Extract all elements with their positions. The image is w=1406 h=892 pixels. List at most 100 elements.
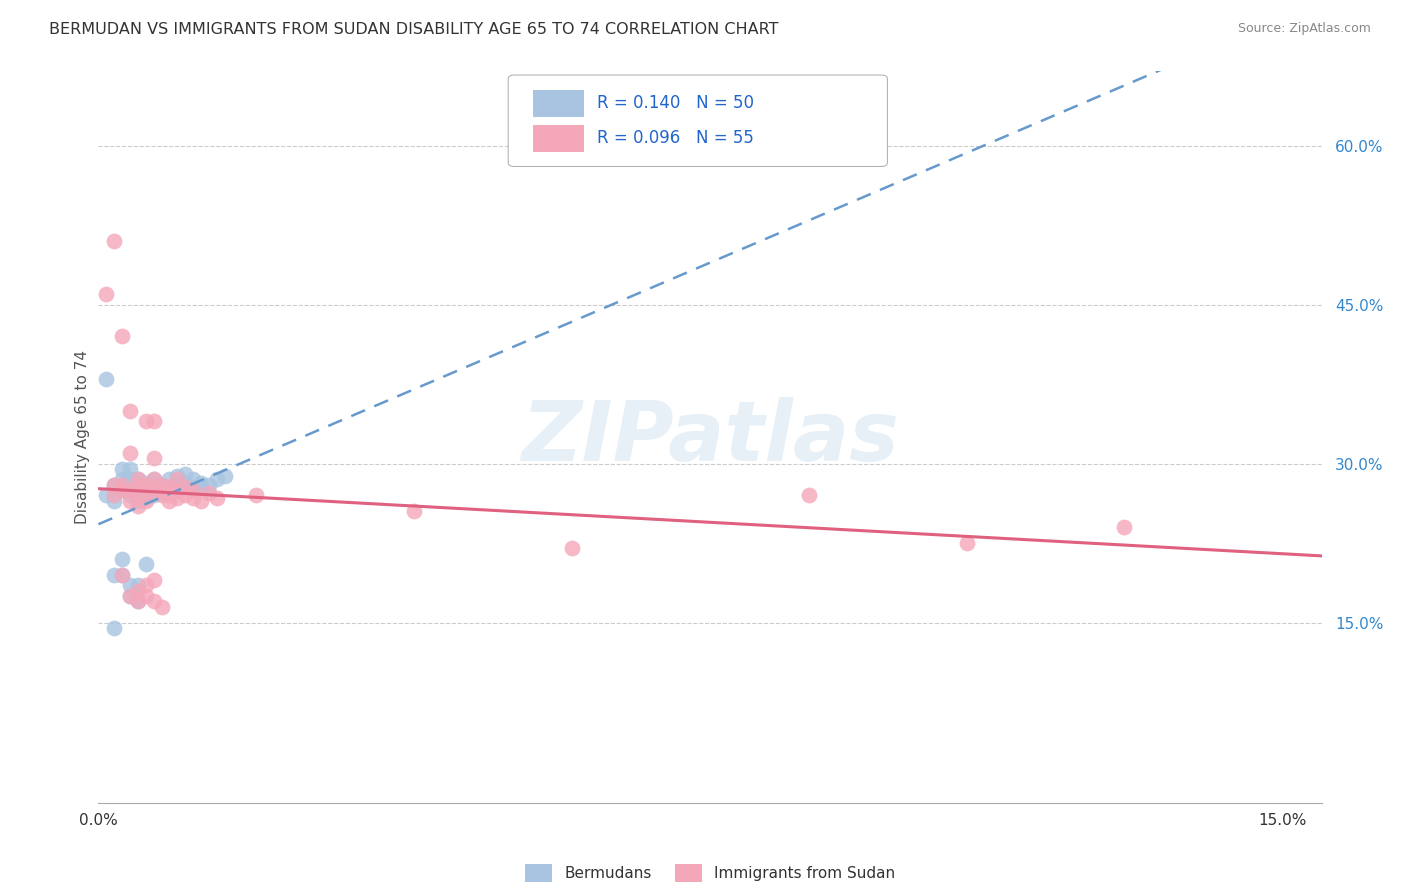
Point	[181, 480, 204, 494]
Point	[174, 488, 197, 502]
Point	[150, 483, 173, 497]
Point	[181, 473, 204, 487]
Point	[159, 483, 181, 497]
Point	[111, 329, 134, 343]
Point	[150, 483, 173, 497]
Point	[159, 473, 181, 487]
Point	[166, 469, 188, 483]
Point	[118, 488, 141, 502]
Point	[150, 480, 173, 494]
Point	[190, 480, 212, 494]
Point	[142, 477, 165, 491]
Point	[1114, 520, 1136, 534]
Point	[96, 372, 118, 386]
Text: Source: ZipAtlas.com: Source: ZipAtlas.com	[1237, 22, 1371, 36]
Point	[181, 491, 204, 505]
Point	[127, 483, 149, 497]
Point	[190, 493, 212, 508]
Point	[166, 483, 188, 497]
Point	[127, 493, 149, 508]
Point	[142, 488, 165, 502]
Point	[103, 477, 125, 491]
Point	[159, 493, 181, 508]
Point	[198, 477, 221, 491]
Point	[135, 578, 157, 592]
Point	[103, 477, 125, 491]
Point	[142, 483, 165, 497]
Point	[118, 462, 141, 476]
Point	[174, 475, 197, 490]
Text: R = 0.096   N = 55: R = 0.096 N = 55	[598, 129, 755, 147]
Point	[96, 488, 118, 502]
Point	[111, 483, 134, 497]
Point	[135, 491, 157, 505]
Point	[135, 475, 157, 490]
Point	[103, 493, 125, 508]
Point	[135, 480, 157, 494]
Point	[205, 473, 228, 487]
Point	[166, 477, 188, 491]
Point	[127, 477, 149, 491]
Point	[103, 234, 125, 248]
Point	[111, 473, 134, 487]
Point	[159, 480, 181, 494]
Point	[127, 473, 149, 487]
Bar	[533, 90, 583, 117]
Point	[797, 488, 820, 502]
Text: BERMUDAN VS IMMIGRANTS FROM SUDAN DISABILITY AGE 65 TO 74 CORRELATION CHART: BERMUDAN VS IMMIGRANTS FROM SUDAN DISABI…	[49, 22, 779, 37]
Point	[142, 473, 165, 487]
Point	[135, 589, 157, 603]
Point	[135, 488, 157, 502]
Point	[127, 477, 149, 491]
Point	[245, 488, 267, 502]
Point	[127, 578, 149, 592]
Point	[214, 469, 236, 483]
Point	[955, 536, 977, 550]
Point	[111, 567, 134, 582]
Bar	[533, 126, 583, 152]
Point	[135, 477, 157, 491]
Point	[127, 594, 149, 608]
Point	[135, 483, 157, 497]
Point	[135, 483, 157, 497]
Point	[127, 499, 149, 513]
Point	[135, 493, 157, 508]
Point	[127, 583, 149, 598]
Point	[205, 491, 228, 505]
Point	[118, 589, 141, 603]
Point	[127, 473, 149, 487]
Point	[142, 473, 165, 487]
Point	[127, 488, 149, 502]
Point	[118, 578, 141, 592]
Point	[561, 541, 583, 556]
Text: R = 0.140   N = 50: R = 0.140 N = 50	[598, 94, 755, 112]
Point	[127, 594, 149, 608]
Point	[142, 414, 165, 428]
Point	[150, 477, 173, 491]
Point	[150, 599, 173, 614]
Point	[150, 477, 173, 491]
Point	[174, 480, 197, 494]
Point	[142, 451, 165, 466]
Point	[159, 488, 181, 502]
Point	[166, 491, 188, 505]
Point	[103, 567, 125, 582]
Point	[181, 483, 204, 497]
Point	[159, 480, 181, 494]
Point	[103, 488, 125, 502]
Point	[111, 462, 134, 476]
Point	[118, 473, 141, 487]
Point	[190, 475, 212, 490]
Point	[103, 621, 125, 635]
Point	[150, 488, 173, 502]
Point	[174, 467, 197, 482]
Point	[111, 552, 134, 566]
Point	[118, 589, 141, 603]
Point	[118, 493, 141, 508]
Point	[135, 414, 157, 428]
Point	[198, 486, 221, 500]
Point	[118, 403, 141, 417]
Point	[142, 594, 165, 608]
Point	[96, 287, 118, 301]
Point	[135, 558, 157, 572]
